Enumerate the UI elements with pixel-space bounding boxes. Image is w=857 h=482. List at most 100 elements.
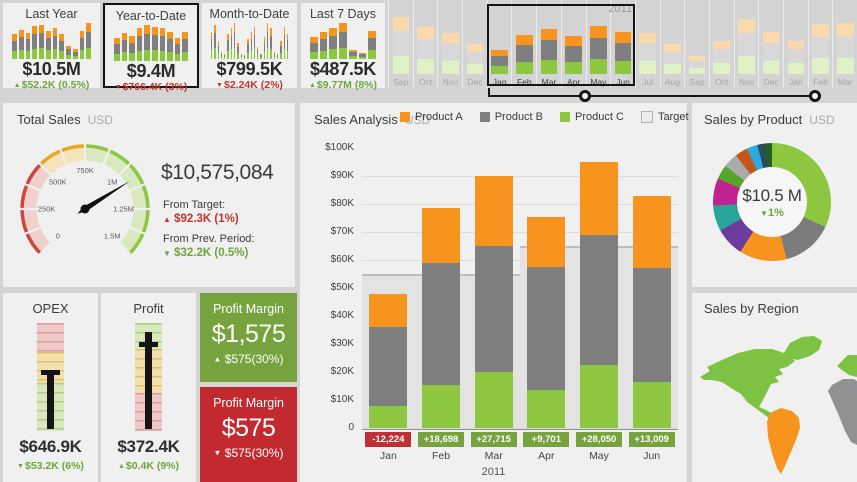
map-region-north-america[interactable] xyxy=(700,349,795,418)
kpi-title: Last 7 Days xyxy=(309,7,376,21)
timeline-months[interactable]: Sep Oct Nov Dec Jan Feb Mar Apr May Jun Jul Aug Sep O… xyxy=(388,0,857,88)
opex-card[interactable]: OPEX $646.9K ▼$53.2K (6%) xyxy=(3,293,98,482)
down-arrow-icon: ▼ xyxy=(114,83,122,91)
timeline-month-label: Jul xyxy=(642,77,654,87)
spark-bar xyxy=(167,31,173,61)
x-axis-label: Mar xyxy=(484,450,503,462)
total-sales-card[interactable]: Total Sales USD 0 250K 500K 750K 1M 1.25M 1.5M … xyxy=(3,103,295,287)
y-axis-label: $60K xyxy=(330,254,354,265)
segment-product-a xyxy=(632,195,671,269)
timeline-month-jul[interactable]: Jul xyxy=(634,0,660,88)
timeline-month-mar[interactable]: Mar xyxy=(536,0,561,88)
segment-product-c xyxy=(422,384,460,428)
legend-product-c[interactable]: Product C xyxy=(560,111,624,123)
timeline-month-label: Nov xyxy=(738,77,755,87)
timeline-month-dec[interactable]: Dec xyxy=(462,0,487,88)
timeline-month-label: Feb xyxy=(516,77,532,87)
timeline-month-mar[interactable]: Mar xyxy=(832,0,857,88)
timeline-navigator[interactable]: Sep Oct Nov Dec Jan Feb Mar Apr May Jun Jul Aug Sep O… xyxy=(388,0,857,88)
timeline-month-sep[interactable]: Sep xyxy=(388,0,413,88)
map-region-africa[interactable] xyxy=(828,379,857,445)
profit-margin-good-card[interactable]: Profit Margin $1,575 ▲ $575(30%) xyxy=(200,293,297,382)
from-target-label: From Target: xyxy=(163,199,226,211)
sales-by-product-card[interactable]: Sales by Product USD $10.5 M ▼1% xyxy=(692,103,857,287)
donut-total-value: $10.5 M xyxy=(742,185,802,205)
kpi-sparkline xyxy=(12,23,91,59)
chart-legend[interactable]: Product A Product B Product C Target xyxy=(400,111,689,123)
spark-bar xyxy=(144,25,150,61)
sales-by-region-card[interactable]: Sales by Region xyxy=(692,293,857,482)
bullet-value-bar xyxy=(47,373,54,430)
segment-product-b xyxy=(632,268,671,382)
timeline-month-label: Mar xyxy=(541,77,557,87)
timeline-month-jan[interactable]: Jan xyxy=(783,0,808,88)
spark-bar xyxy=(52,27,58,59)
svg-text:250K: 250K xyxy=(38,205,56,214)
spark-bar xyxy=(243,55,246,59)
timeline-bar xyxy=(738,19,755,74)
map-region-greenland[interactable] xyxy=(784,336,822,360)
profit-card[interactable]: Profit $372.4K ▲$0.4K (9%) xyxy=(101,293,196,482)
timeline-bar xyxy=(417,27,434,74)
timeline-month-dec[interactable]: Dec xyxy=(758,0,783,88)
timeline-month-oct[interactable]: Oct xyxy=(412,0,438,88)
kpi-card-year-to-date[interactable]: Year-to-Date $9.4M ▼$766.4K (3%) xyxy=(103,3,199,93)
spark-bar xyxy=(319,32,328,59)
down-arrow-icon: ▼ xyxy=(760,208,768,218)
sales-by-product-title: Sales by Product xyxy=(704,112,803,127)
timeline-month-may[interactable]: May xyxy=(585,0,611,88)
time-range-handle-right[interactable] xyxy=(809,90,821,102)
time-range-handle-left[interactable] xyxy=(579,90,591,102)
x-axis-label: Feb xyxy=(431,450,451,462)
y-axis-label: $10K xyxy=(330,394,354,405)
spark-bar xyxy=(32,26,37,59)
spark-bar xyxy=(257,46,259,59)
y-axis-label: $90K xyxy=(330,170,354,181)
timeline-selection-box[interactable] xyxy=(486,4,635,86)
total-sales-gauge: 0 250K 500K 750K 1M 1.25M 1.5M xyxy=(5,129,165,286)
spark-bar xyxy=(129,36,135,61)
map-region-south-america[interactable] xyxy=(767,408,800,474)
profit-margin-value: $1,575 xyxy=(211,320,286,348)
profit-delta: ▲$0.4K (9%) xyxy=(117,460,180,472)
legend-product-b[interactable]: Product B xyxy=(479,111,543,123)
delta-badge: +9,701 xyxy=(523,432,570,447)
opex-bullet-chart xyxy=(37,323,64,431)
timeline-month-nov[interactable]: Nov xyxy=(733,0,759,88)
timeline-month-feb[interactable]: Feb xyxy=(511,0,536,88)
sales-analysis-plot[interactable] xyxy=(362,148,678,430)
timeline-month-aug[interactable]: Aug xyxy=(659,0,685,88)
bullet-comparison-marker xyxy=(41,369,60,375)
timeline-bar xyxy=(392,17,410,74)
bar-mar[interactable] xyxy=(474,176,513,428)
timeline-month-sep[interactable]: Sep xyxy=(684,0,709,88)
bar-feb[interactable] xyxy=(422,208,460,428)
kpi-card-last-year[interactable]: Last Year $10.5M ▲$52.2K (0.5%) xyxy=(3,3,100,91)
timeline-month-apr[interactable]: Apr xyxy=(560,0,586,88)
legend-target[interactable]: Target xyxy=(640,111,689,123)
timeline-month-label: Nov xyxy=(442,77,458,87)
timeline-month-label: Jan xyxy=(788,77,803,87)
bar-jan[interactable] xyxy=(369,293,408,428)
legend-product-a[interactable]: Product A xyxy=(400,111,463,123)
timeline-month-jun[interactable]: Jun xyxy=(610,0,635,88)
product-donut-chart[interactable]: $10.5 M ▼1% xyxy=(713,143,831,261)
bar-may[interactable] xyxy=(580,162,618,428)
spark-bar xyxy=(72,49,78,59)
timeline-month-feb[interactable]: Feb xyxy=(807,0,833,88)
timeline-month-nov[interactable]: Nov xyxy=(437,0,462,88)
spark-bar xyxy=(86,23,91,59)
bar-jun[interactable] xyxy=(632,195,671,428)
profit-value: $372.4K xyxy=(117,437,180,456)
timeline-bar xyxy=(515,34,533,74)
bullet-comparison-marker xyxy=(139,341,158,347)
kpi-card-last-7-days[interactable]: Last 7 Days $487.5K ▲$9.77M (8%) xyxy=(301,3,385,91)
timeline-month-label: Jun xyxy=(616,77,630,87)
timeline-month-oct[interactable]: Oct xyxy=(708,0,734,88)
map-region-europe[interactable] xyxy=(837,355,857,377)
kpi-card-month-to-date[interactable]: Month-to-Date $799.5K ▼$2.24K (2%) xyxy=(202,3,297,91)
kpi-delta: ▲$9.77M (8%) xyxy=(308,79,378,91)
time-range-track[interactable] xyxy=(488,95,818,97)
bar-apr[interactable] xyxy=(527,216,566,428)
profit-margin-bad-card[interactable]: Profit Margin $575 ▼ $575(30%) xyxy=(200,387,297,482)
